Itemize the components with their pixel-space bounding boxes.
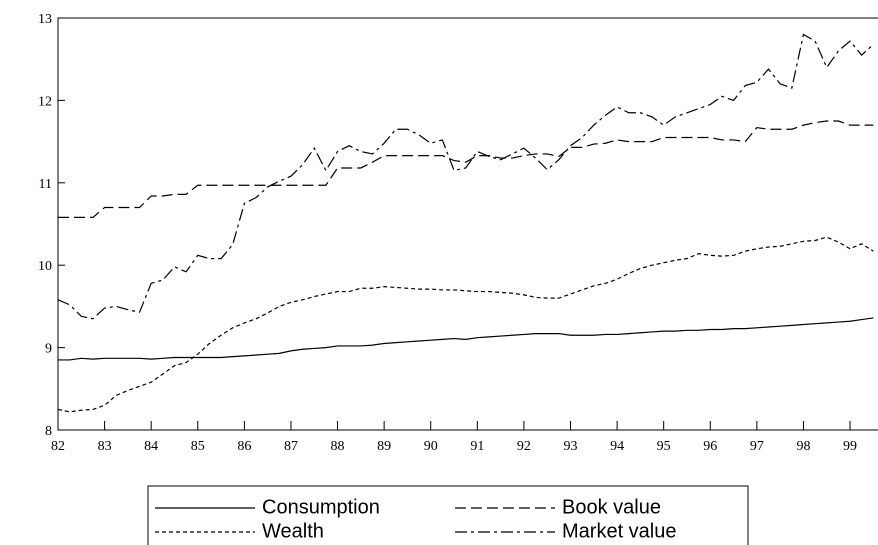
x-tick-label: 93 <box>564 439 578 454</box>
x-tick-label: 95 <box>657 439 671 454</box>
y-tick-label: 11 <box>39 177 52 192</box>
x-tick-label: 92 <box>517 439 531 454</box>
x-tick-label: 98 <box>796 439 810 454</box>
x-tick-label: 88 <box>331 439 345 454</box>
x-tick-label: 94 <box>610 439 624 454</box>
y-tick-label: 13 <box>38 12 52 27</box>
legend-label: Market value <box>562 520 677 542</box>
legend-label: Wealth <box>262 520 324 542</box>
y-tick-label: 8 <box>45 424 52 439</box>
x-tick-label: 84 <box>144 439 158 454</box>
x-tick-label: 96 <box>703 439 717 454</box>
y-tick-label: 12 <box>38 94 52 109</box>
x-tick-label: 83 <box>98 439 112 454</box>
legend-box <box>147 485 749 545</box>
series-line <box>57 33 874 320</box>
x-tick-label: 90 <box>424 439 438 454</box>
series-line <box>57 236 874 413</box>
legend-label: Consumption <box>262 496 380 518</box>
x-tick-label: 97 <box>750 439 764 454</box>
x-tick-label: 85 <box>191 439 205 454</box>
x-tick-label: 91 <box>470 439 484 454</box>
series-line <box>58 120 874 219</box>
x-tick-label: 89 <box>377 439 391 454</box>
x-tick-label: 82 <box>51 439 65 454</box>
y-tick-label: 9 <box>45 342 52 357</box>
x-tick-label: 99 <box>843 439 857 454</box>
x-tick-label: 87 <box>284 439 298 454</box>
series-line <box>58 317 874 361</box>
plot-frame <box>57 17 878 431</box>
x-tick-label: 86 <box>237 439 251 454</box>
y-tick-label: 10 <box>38 259 52 274</box>
legend-label: Book value <box>562 496 661 518</box>
